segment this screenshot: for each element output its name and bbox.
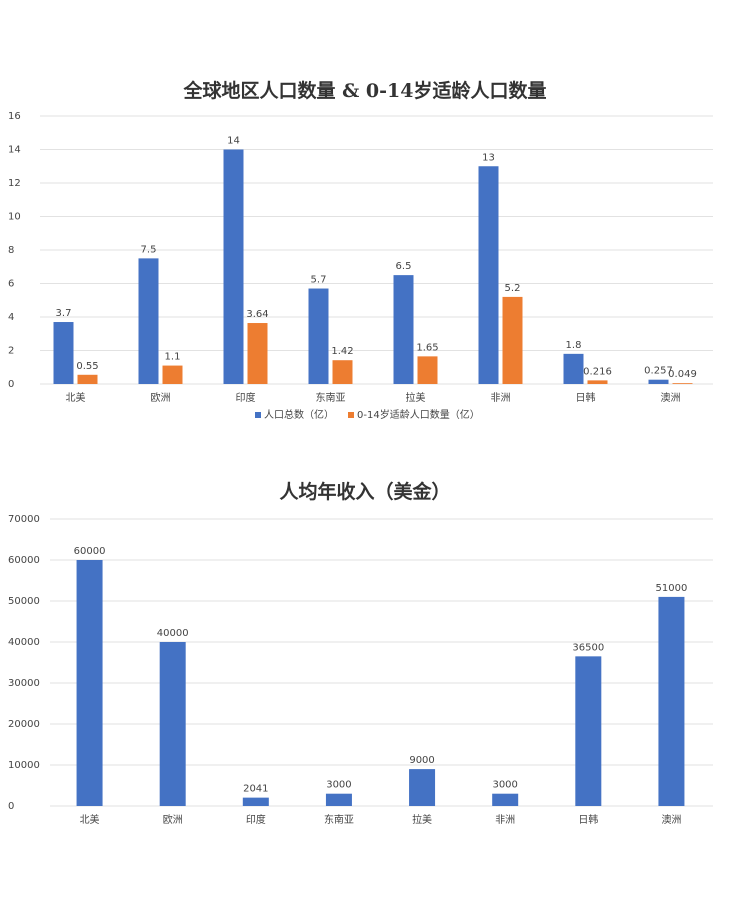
data-label: 14	[227, 136, 240, 147]
x-tick-label: 拉美	[406, 391, 426, 404]
y-tick-label: 60000	[8, 555, 40, 566]
bar	[332, 360, 353, 384]
x-tick-label: 非洲	[491, 392, 511, 404]
bar	[492, 793, 519, 806]
bar	[575, 656, 602, 806]
x-tick-label: 非洲	[495, 814, 515, 826]
x-tick-label: 欧洲	[151, 392, 171, 404]
bar	[325, 793, 352, 806]
bar	[53, 322, 74, 384]
legend-label: 0-14岁适龄人口数量（亿）	[357, 408, 480, 421]
x-tick-label: 澳洲	[661, 813, 681, 826]
y-tick-label: 0	[8, 379, 14, 390]
data-label: 3000	[492, 780, 517, 791]
y-tick-label: 20000	[8, 719, 40, 730]
bar	[563, 353, 584, 384]
bar	[502, 296, 523, 384]
bar	[76, 560, 103, 806]
bar	[162, 365, 183, 384]
y-tick-label: 10	[8, 212, 21, 223]
y-tick-label: 14	[8, 145, 21, 156]
data-label: 40000	[157, 628, 189, 639]
data-label: 5.2	[505, 283, 521, 294]
data-label: 0.257	[644, 366, 673, 377]
x-tick-label: 印度	[246, 813, 266, 826]
data-label: 1.42	[331, 346, 353, 357]
bar	[672, 383, 693, 384]
x-tick-label: 东南亚	[324, 813, 354, 826]
data-label: 0.049	[668, 369, 697, 380]
bar	[393, 275, 414, 384]
data-label: 7.5	[141, 244, 157, 255]
bar	[409, 769, 436, 806]
chart-title: 全球地区人口数量 & 0-14岁适龄人口数量	[183, 79, 547, 102]
bar	[648, 379, 669, 384]
x-tick-label: 欧洲	[163, 814, 183, 826]
x-tick-label: 日韩	[578, 813, 598, 826]
data-label: 6.5	[396, 261, 412, 272]
data-label: 2041	[243, 784, 268, 795]
bar	[77, 374, 98, 384]
y-tick-label: 40000	[8, 637, 40, 648]
y-tick-label: 8	[8, 245, 14, 256]
x-tick-label: 印度	[236, 391, 256, 404]
y-tick-label: 50000	[8, 596, 40, 607]
y-tick-label: 30000	[8, 678, 40, 689]
bar	[478, 166, 499, 384]
data-label: 0.216	[583, 366, 612, 377]
x-tick-label: 北美	[80, 813, 100, 826]
x-tick-label: 日韩	[576, 391, 596, 404]
bar	[138, 258, 159, 384]
data-label: 9000	[409, 755, 434, 766]
y-tick-label: 4	[8, 312, 14, 323]
x-tick-label: 拉美	[412, 813, 432, 826]
data-label: 3.7	[56, 308, 72, 319]
chart-title: 人均年收入（美金）	[279, 480, 450, 503]
y-tick-label: 2	[8, 346, 14, 357]
y-tick-label: 10000	[8, 760, 40, 771]
x-tick-label: 北美	[66, 391, 86, 404]
x-tick-label: 东南亚	[316, 391, 346, 404]
data-label: 5.7	[311, 275, 327, 286]
legend-swatch	[255, 412, 261, 418]
bar	[247, 323, 268, 384]
data-label: 3000	[326, 780, 351, 791]
data-label: 36500	[572, 642, 604, 653]
y-tick-label: 0	[8, 801, 14, 812]
bar	[417, 356, 438, 384]
data-label: 0.55	[76, 361, 98, 372]
y-tick-label: 16	[8, 111, 21, 122]
bar	[658, 596, 685, 806]
data-label: 13	[482, 152, 495, 163]
bar	[159, 642, 186, 806]
data-label: 1.65	[416, 342, 438, 353]
x-tick-label: 澳洲	[661, 391, 681, 404]
bar	[223, 149, 244, 384]
data-label: 3.64	[246, 309, 268, 320]
data-label: 60000	[74, 546, 106, 557]
y-tick-label: 6	[8, 279, 14, 290]
legend-label: 人口总数（亿）	[264, 408, 334, 421]
legend-swatch	[348, 412, 354, 418]
bar	[308, 288, 329, 384]
bar	[242, 797, 269, 806]
data-label: 1.1	[165, 352, 181, 363]
bar	[587, 380, 608, 384]
data-label: 51000	[656, 583, 688, 594]
y-tick-label: 70000	[8, 514, 40, 525]
data-label: 1.8	[566, 340, 582, 351]
y-tick-label: 12	[8, 178, 21, 189]
